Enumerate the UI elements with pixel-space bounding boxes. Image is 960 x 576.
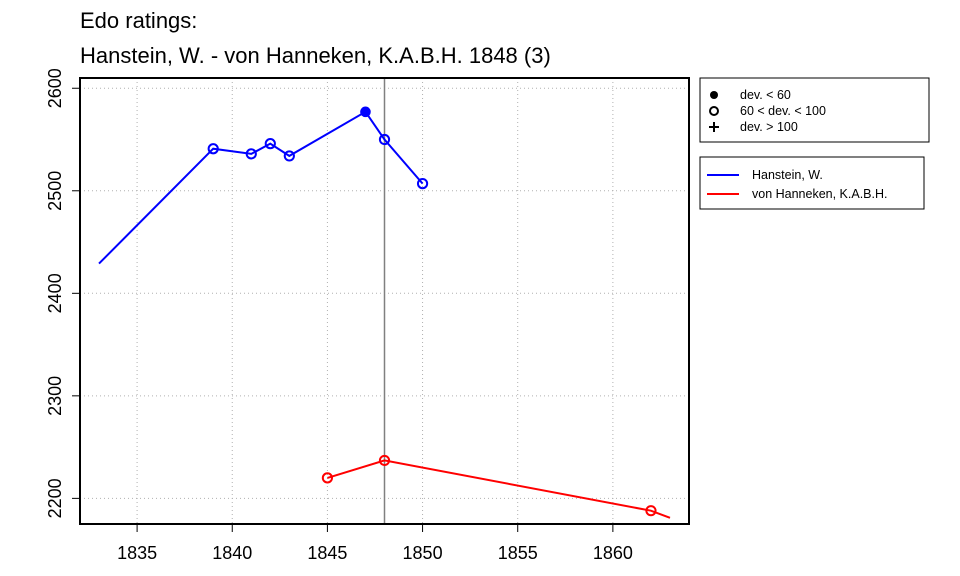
series-legend-label-1: von Hanneken, K.A.B.H. [752, 187, 888, 201]
x-tick-label-1: 1840 [212, 543, 252, 563]
y-tick-label-2: 2400 [45, 273, 65, 313]
y-tick-label-3: 2500 [45, 171, 65, 211]
chart-title-line-2: Hanstein, W. - von Hanneken, K.A.B.H. 18… [80, 43, 551, 68]
series-line-1 [327, 459, 671, 519]
legend-plus-icon [709, 122, 719, 132]
data-point-1-0 [321, 472, 334, 484]
legend-open-circle-icon [709, 106, 719, 116]
y-tick-label-4: 2600 [45, 68, 65, 108]
deviation-legend-label-0: dev. < 60 [740, 88, 791, 102]
series-legend-box [699, 156, 925, 210]
deviation-legend-label-2: dev. > 100 [740, 120, 798, 134]
y-tick-label-1: 2300 [45, 376, 65, 416]
x-tick-label-0: 1835 [117, 543, 157, 563]
data-point-0-1 [245, 148, 257, 160]
x-axis: 1835 1840 1845 1850 1855 1860 [117, 524, 633, 563]
data-point-0-2 [264, 138, 276, 150]
data-point-0-5 [378, 133, 391, 146]
deviation-legend: dev. < 60 60 < dev. < 100 dev. > 100 [699, 77, 930, 143]
plot-frame [79, 77, 690, 525]
series-layer [98, 78, 671, 524]
data-point-1-1 [378, 454, 391, 467]
x-tick-label-2: 1845 [307, 543, 347, 563]
deviation-legend-box [699, 77, 930, 143]
data-point-0-4 [360, 106, 371, 118]
x-tick-label-5: 1860 [593, 543, 633, 563]
chart-title-line-1: Edo ratings: [80, 8, 197, 33]
data-point-0-6 [416, 178, 429, 190]
x-tick-label-4: 1855 [498, 543, 538, 563]
legend-filled-circle-icon [710, 91, 718, 99]
series-legend: Hanstein, W. von Hanneken, K.A.B.H. [699, 156, 925, 210]
data-point-0-3 [283, 150, 295, 162]
series-line-0 [98, 110, 424, 265]
deviation-legend-label-1: 60 < dev. < 100 [740, 104, 826, 118]
data-point-1-2 [645, 505, 657, 517]
y-tick-label-0: 2200 [45, 478, 65, 518]
x-tick-label-3: 1850 [403, 543, 443, 563]
y-axis: 2200 2300 2400 2500 2600 [45, 68, 80, 518]
data-point-0-0 [207, 143, 219, 155]
series-legend-label-0: Hanstein, W. [752, 168, 823, 182]
